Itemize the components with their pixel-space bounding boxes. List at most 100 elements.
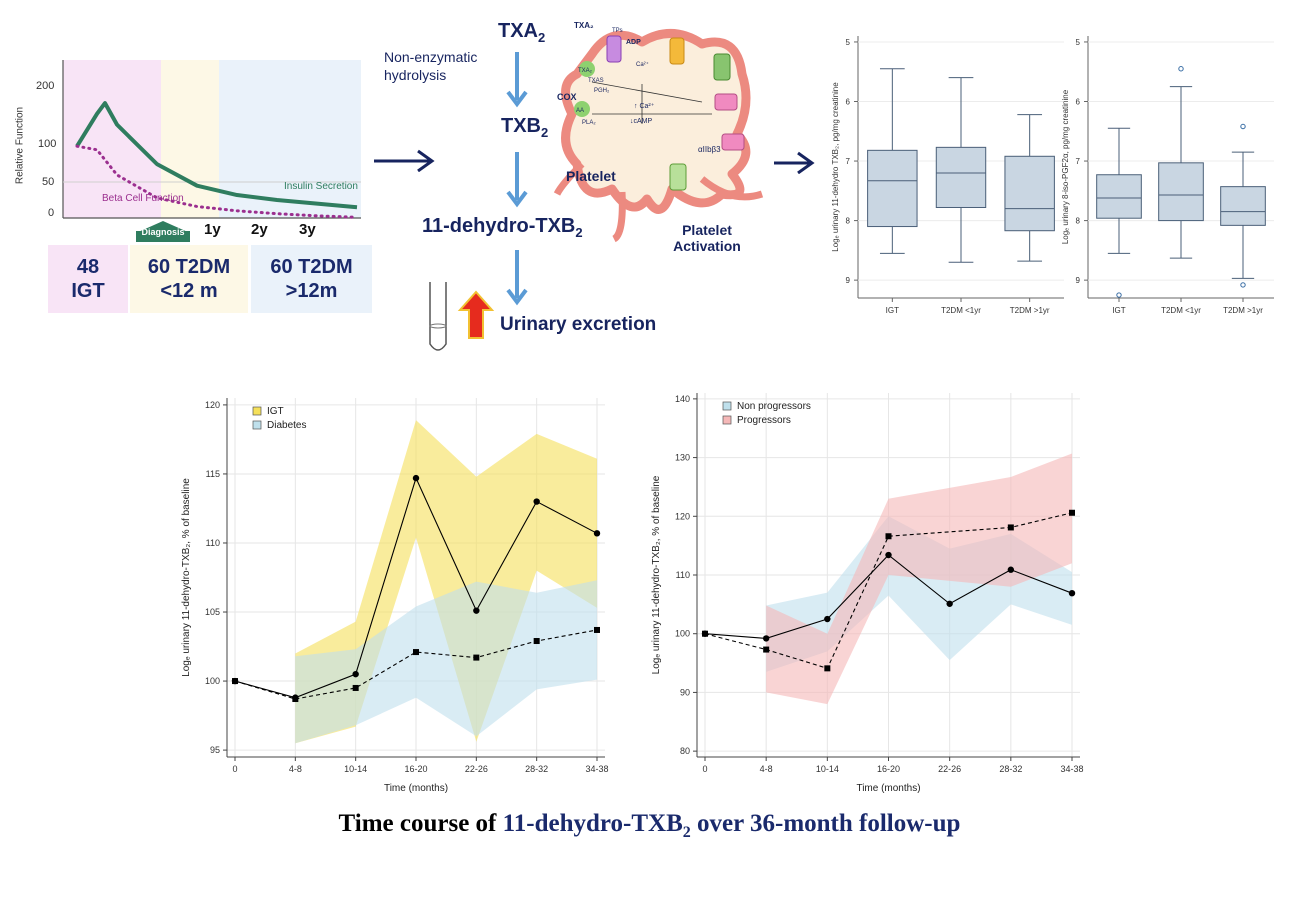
box-body bbox=[1096, 174, 1142, 219]
beta-cell-chart bbox=[62, 60, 361, 219]
x-tick-label: 34-38 bbox=[1060, 764, 1083, 774]
box-y-tick-label: 8 bbox=[846, 217, 851, 226]
data-point bbox=[824, 615, 831, 623]
group-igt-label: IGT bbox=[71, 280, 105, 302]
y-tick-label: 140 bbox=[675, 394, 690, 404]
test-tube-icon bbox=[429, 282, 495, 351]
x-tick-label: 10-14 bbox=[816, 764, 839, 774]
y-tick-label: 115 bbox=[206, 469, 220, 479]
diagnosis-arrow-icon bbox=[136, 221, 190, 242]
box-body bbox=[1220, 186, 1266, 226]
svg-text:PGH₂: PGH₂ bbox=[594, 88, 610, 94]
y-axis-label: Logₑ urinary 11-dehydro-TXB₂, % of basel… bbox=[651, 475, 662, 674]
y-axis-label: Logₑ urinary 11-dehydro-TXB₂, % of basel… bbox=[181, 478, 192, 677]
data-point bbox=[352, 670, 359, 678]
svg-text:TXAS: TXAS bbox=[588, 78, 604, 84]
svg-text:AA: AA bbox=[576, 108, 584, 114]
group-early-label: <12 m bbox=[160, 280, 218, 302]
y-tick-label: 100 bbox=[675, 629, 690, 639]
data-point bbox=[885, 533, 892, 540]
x-tick-label: 0 bbox=[232, 764, 237, 774]
box-plot-isoprostane: 9 8 7 6 5 IGT T2DM <1yr T2DM >1yr Logₑ urinary 8… bbox=[1061, 36, 1274, 315]
svg-text:ADP: ADP bbox=[626, 39, 641, 46]
x-tick-label: 28-32 bbox=[999, 764, 1022, 774]
legend-marker bbox=[722, 415, 732, 425]
svg-text:αIIbβ3: αIIbβ3 bbox=[698, 145, 721, 154]
legend-marker bbox=[252, 406, 262, 416]
diagnosis-label: Diagnosis bbox=[141, 227, 185, 237]
box-y-tick-label: 8 bbox=[1076, 217, 1081, 226]
y-tick-label: 95 bbox=[210, 745, 220, 755]
insulin-secretion-label: Insulin Secretion bbox=[284, 181, 358, 192]
box-y-tick-label: 7 bbox=[1076, 157, 1081, 166]
time-mark-1y: 1y bbox=[204, 221, 221, 238]
time-mark-2y: 2y bbox=[251, 221, 268, 238]
data-point bbox=[533, 498, 540, 505]
y-tick-label: 90 bbox=[680, 687, 690, 697]
svg-text:↓cAMP: ↓cAMP bbox=[630, 118, 653, 125]
beta-ytick-50: 50 bbox=[42, 176, 55, 188]
y-tick-label: 110 bbox=[206, 538, 220, 548]
y-tick-label: 80 bbox=[680, 746, 690, 756]
data-point bbox=[824, 665, 831, 672]
data-point bbox=[1007, 524, 1014, 531]
svg-text:COX: COX bbox=[557, 92, 577, 102]
box-outlier bbox=[1240, 123, 1246, 130]
svg-text:PLA₂: PLA₂ bbox=[582, 120, 596, 126]
svg-text:Ca²⁺: Ca²⁺ bbox=[636, 61, 649, 68]
x-tick-label: 22-26 bbox=[465, 764, 488, 774]
hydrolysis-label: Non-enzymatic hydrolysis bbox=[384, 49, 478, 83]
urinary-excretion-label: Urinary excretion bbox=[500, 314, 657, 335]
ci-band-b bbox=[766, 453, 1072, 705]
line-chart-igt-diabetes: 95 100 105 110 115 120 0 4-8 10-14 16-20 22-26 28-3… bbox=[181, 398, 609, 794]
box-plot-txb2: 9 8 7 6 5 IGT T2DM <1yr T2DM >1yr Logₑ urinary 1… bbox=[831, 36, 1064, 315]
box-y-tick-label: 9 bbox=[846, 276, 851, 285]
data-point bbox=[594, 626, 600, 633]
data-point bbox=[946, 600, 953, 607]
figure-caption: Time course of 11-dehydro-TXB2 over 36-m… bbox=[338, 810, 961, 841]
beta-ylabel: Relative Function bbox=[14, 106, 26, 185]
data-point bbox=[533, 638, 540, 645]
group-box-t2dm-early: 60 T2DM <12 m bbox=[130, 245, 248, 313]
data-point bbox=[232, 678, 238, 685]
svg-text:TXA₂: TXA₂ bbox=[578, 68, 593, 74]
y-tick-label: 130 bbox=[675, 453, 690, 463]
txa2-label: TXA2 bbox=[498, 20, 546, 45]
data-point bbox=[763, 646, 770, 653]
legend-label: IGT bbox=[267, 406, 284, 417]
box-body bbox=[935, 146, 987, 208]
line-chart-progressors: 80 90 100 110 120 130 140 0 4-8 10-14 16-20 22-26 28… bbox=[651, 393, 1084, 794]
y-tick-label: 120 bbox=[205, 400, 220, 410]
right-arrow-icon bbox=[374, 149, 435, 172]
group-early-count: 60 T2DM bbox=[147, 256, 231, 278]
y-tick-label: 110 bbox=[676, 570, 690, 580]
series-line bbox=[704, 512, 1073, 670]
box-body bbox=[867, 149, 918, 228]
x-tick-label: 34-38 bbox=[585, 764, 608, 774]
data-point bbox=[352, 684, 359, 691]
box-x-tick-label: IGT bbox=[886, 306, 899, 315]
group-igt-count: 48 bbox=[76, 256, 100, 278]
group-late-count: 60 T2DM bbox=[270, 256, 353, 278]
x-tick-label: 16-20 bbox=[404, 764, 427, 774]
svg-text:↑ Ca²⁺: ↑ Ca²⁺ bbox=[634, 103, 655, 110]
data-point bbox=[762, 635, 770, 642]
box-y-tick-label: 5 bbox=[846, 38, 851, 47]
svg-text:TPs: TPs bbox=[612, 28, 623, 34]
data-point bbox=[413, 649, 419, 656]
box-x-tick-label: IGT bbox=[1112, 306, 1125, 315]
box-outlier bbox=[1116, 292, 1122, 298]
box-x-tick-label: T2DM >1yr bbox=[1010, 306, 1050, 315]
platelet-illustration: TXA₂ TPs ADP Ca²⁺ TXA₂ TXAS PGH₂ COX AA … bbox=[553, 21, 764, 243]
metabolite-label: 11-dehydro-TXB2 bbox=[422, 215, 583, 240]
late-t2dm-zone bbox=[219, 60, 361, 218]
data-point bbox=[412, 474, 420, 482]
x-axis-label: Time (months) bbox=[856, 783, 920, 794]
beta-ytick-100: 100 bbox=[38, 138, 57, 150]
box-outlier bbox=[1240, 282, 1246, 288]
box-body bbox=[1004, 155, 1055, 232]
legend-label: Progressors bbox=[737, 415, 791, 426]
x-tick-label: 0 bbox=[702, 764, 707, 774]
box-y-axis-label: Logₑ urinary 11-dehydro TXB₂, pg/mg crea… bbox=[831, 82, 840, 252]
x-tick-label: 10-14 bbox=[344, 764, 367, 774]
